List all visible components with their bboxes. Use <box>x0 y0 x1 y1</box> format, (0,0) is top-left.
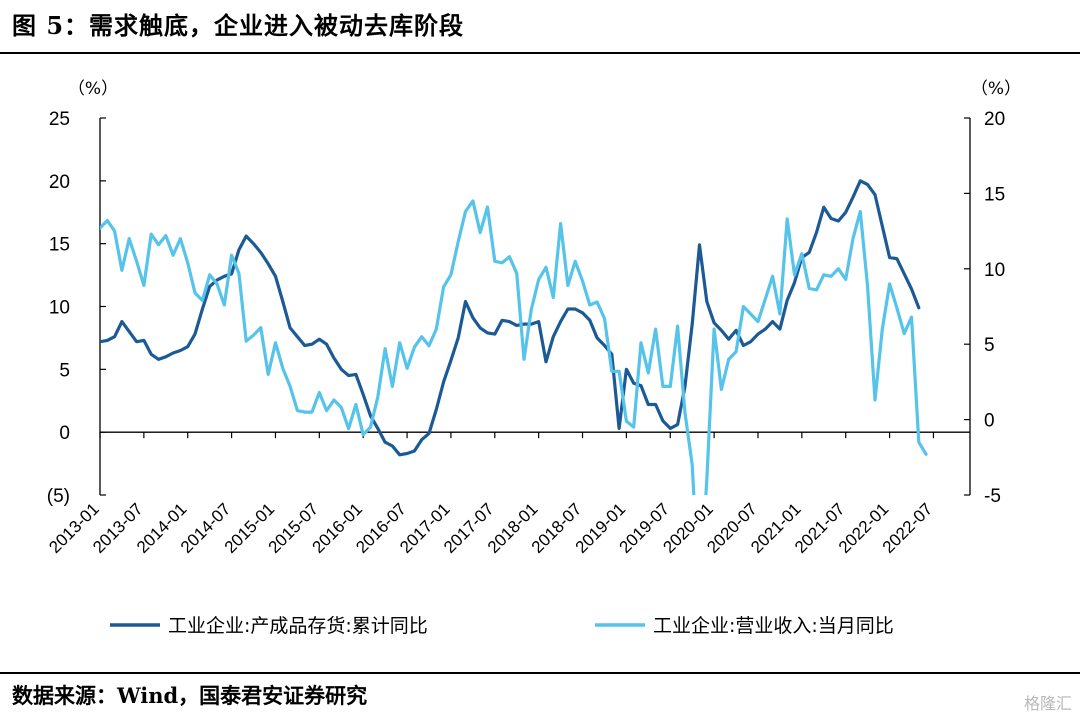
axes-group <box>99 117 971 496</box>
right-tick-label: 15 <box>984 184 1005 205</box>
right-tick-label: 10 <box>984 260 1005 281</box>
left-tick-label: 25 <box>49 109 70 130</box>
watermark-logo: 格隆汇 <box>1023 694 1072 713</box>
title-divider <box>0 52 1080 54</box>
legend-label-1: 工业企业:产成品存货:累计同比 <box>168 615 428 637</box>
left-tick-label: 15 <box>49 235 70 256</box>
chart-title: 图 5：需求触底，企业进入被动去库阶段 <box>12 11 465 40</box>
legend-group: 工业企业:产成品存货:累计同比 工业企业:营业收入:当月同比 <box>110 615 894 637</box>
left-tick-label: 20 <box>49 172 70 193</box>
series-group <box>100 179 928 495</box>
right-axis-unit: （%） <box>971 79 1021 99</box>
left-tick-label: 10 <box>49 298 70 319</box>
line-chart: 2520151050(5)（%）20151050-5（%）2013-012013… <box>45 79 1021 637</box>
left-axis-unit: （%） <box>68 79 118 99</box>
right-tick-label: -5 <box>984 486 1001 507</box>
left-tick-label: (5) <box>47 486 70 507</box>
right-tick-label: 5 <box>984 335 995 356</box>
left-tick-label: 0 <box>59 423 70 444</box>
series-line-2 <box>100 199 928 495</box>
right-tick-label: 0 <box>984 411 995 432</box>
labels-group: 2520151050(5)（%）20151050-5（%）2013-012013… <box>45 79 1021 557</box>
series-line-1 <box>100 179 921 457</box>
data-source: 数据来源：Wind，国泰君安证券研究 <box>12 683 368 708</box>
legend-label-2: 工业企业:营业收入:当月同比 <box>653 615 894 637</box>
right-tick-label: 20 <box>984 109 1005 130</box>
left-tick-label: 5 <box>59 360 70 381</box>
source-divider <box>0 672 1080 674</box>
